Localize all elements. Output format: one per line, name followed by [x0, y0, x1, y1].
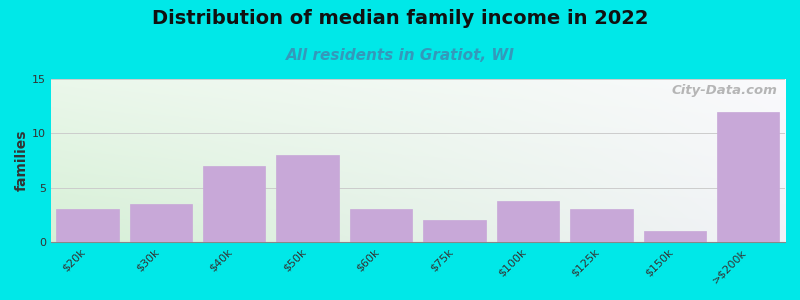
Bar: [423, 220, 486, 242]
Bar: [717, 112, 779, 242]
Text: City-Data.com: City-Data.com: [672, 84, 778, 97]
Bar: [570, 209, 633, 242]
Y-axis label: families: families: [15, 130, 29, 191]
Bar: [350, 209, 412, 242]
Text: Distribution of median family income in 2022: Distribution of median family income in …: [152, 9, 648, 28]
Bar: [203, 166, 266, 242]
Bar: [277, 155, 339, 242]
Bar: [497, 201, 559, 242]
Bar: [644, 231, 706, 242]
Text: All residents in Gratiot, WI: All residents in Gratiot, WI: [286, 48, 514, 63]
Bar: [130, 204, 192, 242]
Bar: [56, 209, 118, 242]
